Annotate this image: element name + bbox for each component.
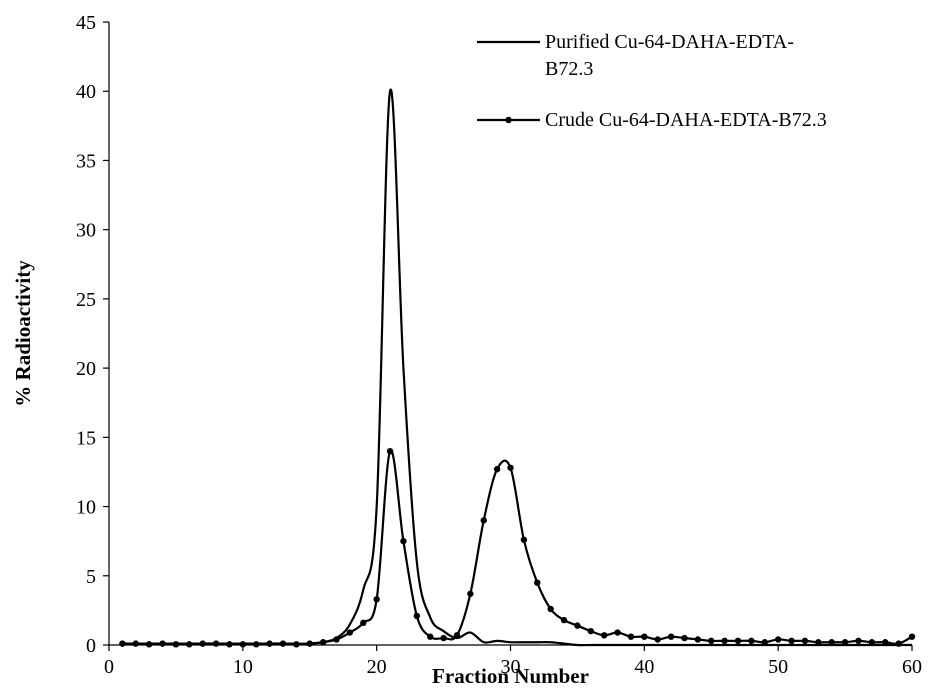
- data-point: [132, 640, 139, 647]
- data-point: [734, 637, 742, 645]
- data-point: [507, 464, 514, 471]
- data-point: [908, 633, 916, 640]
- y-tick-label: 40: [76, 81, 96, 103]
- data-point: [855, 637, 862, 645]
- y-tick-label: 10: [76, 497, 96, 519]
- data-point: [266, 640, 273, 647]
- data-point: [681, 634, 688, 642]
- data-point: [694, 636, 702, 643]
- data-point: [333, 636, 340, 643]
- data-point: [346, 629, 354, 636]
- data-point: [212, 640, 220, 647]
- data-point: [654, 636, 661, 643]
- data-point: [360, 619, 367, 627]
- data-point: [145, 641, 153, 648]
- data-point: [440, 634, 447, 642]
- y-tick-label: 0: [86, 635, 96, 657]
- legend-label-1: Purified Cu-64-DAHA-EDTA-: [545, 31, 794, 53]
- data-point: [560, 616, 568, 624]
- data-point: [186, 641, 193, 648]
- data-point: [708, 637, 715, 645]
- x-tick-label: 20: [367, 656, 387, 678]
- data-point: [815, 639, 822, 646]
- data-point: [226, 641, 233, 648]
- data-point: [413, 612, 421, 620]
- y-tick-label: 25: [76, 289, 96, 311]
- data-point: [159, 640, 166, 647]
- data-point: [667, 633, 675, 640]
- x-tick-label: 60: [902, 656, 922, 678]
- x-tick-label: 40: [634, 656, 654, 678]
- data-point: [467, 590, 474, 597]
- x-tick-label: 0: [104, 656, 114, 678]
- data-point: [868, 639, 876, 646]
- data-point: [774, 636, 782, 643]
- y-axis-ticks: 0 5 10 15 20 25 30 35 40 45: [76, 12, 109, 657]
- data-point: [801, 637, 809, 645]
- data-point: [279, 640, 287, 647]
- data-point: [319, 639, 327, 646]
- data-point: [306, 640, 313, 647]
- data-point: [373, 596, 380, 603]
- legend-label-2: Crude Cu-64-DAHA-EDTA-B72.3: [545, 109, 827, 131]
- legend: Purified Cu-64-DAHA-EDTA- B72.3 Crude Cu-6…: [477, 31, 827, 131]
- x-axis-title: Fraction Number: [432, 664, 589, 688]
- data-point: [493, 465, 501, 473]
- data-point: [882, 639, 889, 646]
- x-tick-label: 50: [768, 656, 788, 678]
- data-point: [520, 536, 528, 543]
- x-axis-ticks: 0 10 20 30 40 50 60: [104, 645, 922, 678]
- data-point: [614, 629, 621, 636]
- data-point: [895, 640, 902, 647]
- data-point: [534, 579, 541, 586]
- data-point: [293, 641, 300, 648]
- data-point: [627, 633, 635, 640]
- data-point: [427, 633, 434, 640]
- y-tick-label: 20: [76, 358, 96, 380]
- legend-label-1: B72.3: [545, 58, 593, 80]
- data-point: [480, 517, 487, 524]
- data-point: [453, 632, 461, 639]
- y-tick-label: 30: [76, 220, 96, 242]
- data-point: [600, 632, 608, 639]
- data-point: [587, 627, 594, 635]
- data-point: [828, 639, 835, 646]
- y-tick-label: 15: [76, 427, 96, 449]
- data-point: [119, 640, 126, 647]
- data-point: [574, 622, 581, 629]
- data-point: [641, 633, 648, 640]
- data-point: [172, 641, 180, 648]
- data-point: [386, 447, 394, 455]
- data-point: [253, 641, 260, 648]
- data-point: [400, 537, 407, 545]
- data-point: [239, 641, 247, 648]
- x-tick-label: 30: [501, 656, 521, 678]
- data-point: [788, 637, 795, 645]
- x-tick-label: 10: [233, 656, 253, 678]
- data-point: [721, 637, 728, 645]
- y-tick-label: 45: [76, 12, 96, 34]
- y-tick-label: 35: [76, 150, 96, 172]
- data-point: [547, 605, 554, 613]
- legend-marker-2: [505, 116, 512, 124]
- data-point: [748, 637, 755, 645]
- data-point: [841, 639, 849, 646]
- data-point: [199, 640, 206, 647]
- y-axis-title: % Radioactivity: [11, 260, 35, 407]
- y-tick-label: 5: [86, 566, 96, 588]
- data-point: [761, 639, 768, 646]
